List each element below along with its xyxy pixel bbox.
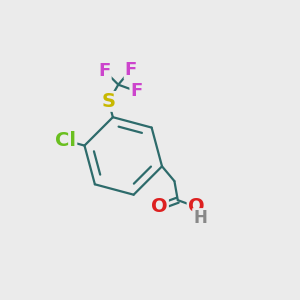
Text: O: O (151, 197, 168, 216)
Text: F: F (98, 62, 111, 80)
Text: F: F (124, 61, 137, 79)
Text: H: H (193, 209, 207, 227)
Text: S: S (102, 92, 116, 111)
Text: O: O (188, 197, 204, 216)
Text: F: F (130, 82, 142, 100)
Text: Cl: Cl (55, 131, 76, 150)
